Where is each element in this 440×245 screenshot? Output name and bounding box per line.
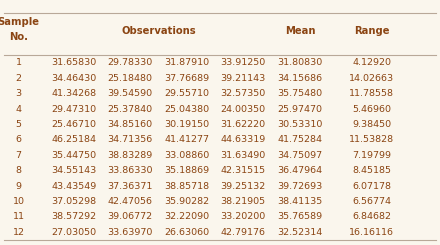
Text: 35.90282: 35.90282	[164, 197, 209, 206]
Text: 33.91250: 33.91250	[220, 58, 265, 67]
Text: 8.45185: 8.45185	[352, 166, 391, 175]
Text: 41.41277: 41.41277	[164, 135, 209, 144]
Text: 24.00350: 24.00350	[220, 105, 265, 114]
Text: 44.63319: 44.63319	[220, 135, 265, 144]
Text: 34.15686: 34.15686	[278, 74, 323, 83]
Text: 25.46710: 25.46710	[51, 120, 96, 129]
Text: 11.78558: 11.78558	[349, 89, 394, 98]
Text: 41.75284: 41.75284	[278, 135, 323, 144]
Text: 8: 8	[15, 166, 22, 175]
Text: 39.25132: 39.25132	[220, 182, 265, 191]
Text: 34.71356: 34.71356	[108, 135, 153, 144]
Text: 9.38450: 9.38450	[352, 120, 391, 129]
Text: 4.12920: 4.12920	[352, 58, 391, 67]
Text: 4: 4	[15, 105, 22, 114]
Text: 30.53310: 30.53310	[277, 120, 323, 129]
Text: 37.05298: 37.05298	[51, 197, 96, 206]
Text: 35.18869: 35.18869	[164, 166, 209, 175]
Text: 46.25184: 46.25184	[51, 135, 96, 144]
Text: 14.02663: 14.02663	[349, 74, 394, 83]
Text: 33.20200: 33.20200	[220, 212, 265, 221]
Text: 32.57350: 32.57350	[220, 89, 265, 98]
Text: 25.18480: 25.18480	[108, 74, 153, 83]
Text: 6: 6	[15, 135, 22, 144]
Text: 33.86330: 33.86330	[107, 166, 153, 175]
Text: No.: No.	[9, 32, 28, 42]
Text: 41.34268: 41.34268	[51, 89, 96, 98]
Text: 29.55710: 29.55710	[164, 89, 209, 98]
Text: 30.19150: 30.19150	[164, 120, 209, 129]
Text: 33.63970: 33.63970	[107, 228, 153, 237]
Text: 11.53828: 11.53828	[349, 135, 394, 144]
Text: 9: 9	[15, 182, 22, 191]
Text: 39.06772: 39.06772	[108, 212, 153, 221]
Text: 38.41135: 38.41135	[278, 197, 323, 206]
Text: 34.85160: 34.85160	[108, 120, 153, 129]
Text: 42.79176: 42.79176	[220, 228, 265, 237]
Text: 6.56774: 6.56774	[352, 197, 391, 206]
Text: 25.97470: 25.97470	[278, 105, 323, 114]
Text: 31.63490: 31.63490	[220, 151, 265, 160]
Text: 42.47056: 42.47056	[108, 197, 153, 206]
Text: 25.37840: 25.37840	[108, 105, 153, 114]
Text: 2: 2	[15, 74, 22, 83]
Text: 35.44750: 35.44750	[51, 151, 96, 160]
Text: 32.52314: 32.52314	[278, 228, 323, 237]
Text: 38.85718: 38.85718	[164, 182, 209, 191]
Text: 29.47310: 29.47310	[51, 105, 96, 114]
Text: 36.47964: 36.47964	[278, 166, 323, 175]
Text: Mean: Mean	[285, 26, 315, 36]
Text: 42.31515: 42.31515	[220, 166, 265, 175]
Text: 35.75480: 35.75480	[278, 89, 323, 98]
Text: Sample: Sample	[0, 17, 40, 27]
Text: 38.57292: 38.57292	[51, 212, 96, 221]
Text: 43.43549: 43.43549	[51, 182, 96, 191]
Text: 5.46960: 5.46960	[352, 105, 391, 114]
Text: Observations: Observations	[121, 26, 196, 36]
Text: 38.21905: 38.21905	[220, 197, 265, 206]
Text: 37.76689: 37.76689	[164, 74, 209, 83]
Text: 3: 3	[15, 89, 22, 98]
Text: 31.87910: 31.87910	[164, 58, 209, 67]
Text: 5: 5	[15, 120, 22, 129]
Text: 12: 12	[12, 228, 25, 237]
Text: 31.65830: 31.65830	[51, 58, 96, 67]
Text: 35.76589: 35.76589	[278, 212, 323, 221]
Text: 39.72693: 39.72693	[278, 182, 323, 191]
Text: 39.54590: 39.54590	[108, 89, 153, 98]
Text: 26.63060: 26.63060	[164, 228, 209, 237]
Text: 33.08860: 33.08860	[164, 151, 209, 160]
Text: 25.04380: 25.04380	[164, 105, 209, 114]
Text: 32.22090: 32.22090	[164, 212, 209, 221]
Text: 31.62220: 31.62220	[220, 120, 265, 129]
Text: 16.16116: 16.16116	[349, 228, 394, 237]
Text: 34.55143: 34.55143	[51, 166, 96, 175]
Text: Range: Range	[354, 26, 389, 36]
Text: 31.80830: 31.80830	[278, 58, 323, 67]
Text: 11: 11	[12, 212, 25, 221]
Text: 7.19799: 7.19799	[352, 151, 391, 160]
Text: 7: 7	[15, 151, 22, 160]
Text: 37.36371: 37.36371	[107, 182, 153, 191]
Text: 39.21143: 39.21143	[220, 74, 265, 83]
Text: 29.78330: 29.78330	[108, 58, 153, 67]
Text: 10: 10	[12, 197, 25, 206]
Text: 6.84682: 6.84682	[352, 212, 391, 221]
Text: 34.75097: 34.75097	[278, 151, 323, 160]
Text: 27.03050: 27.03050	[51, 228, 96, 237]
Text: 34.46430: 34.46430	[51, 74, 96, 83]
Text: 38.83289: 38.83289	[108, 151, 153, 160]
Text: 6.07178: 6.07178	[352, 182, 391, 191]
Text: 1: 1	[15, 58, 22, 67]
